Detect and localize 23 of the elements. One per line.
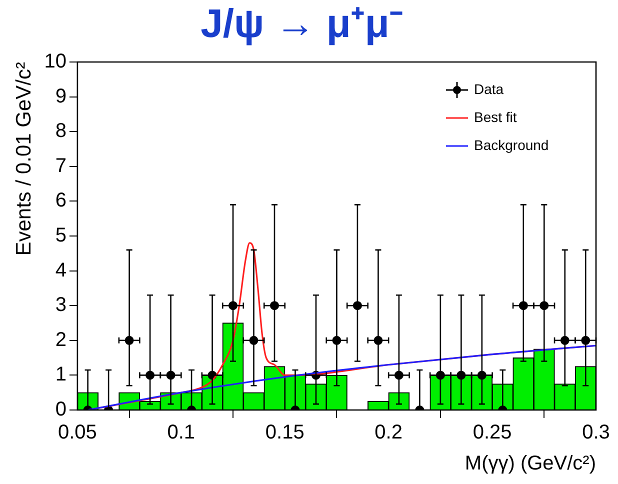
y-tick-label: 7: [55, 154, 66, 177]
x-tick-label: 0.05: [58, 422, 97, 444]
y-tick-label: 9: [55, 85, 66, 108]
y-tick-label: 10: [44, 50, 66, 73]
legend-label: Background: [474, 136, 549, 153]
x-tick-label: 0.15: [265, 422, 304, 444]
y-tick-label: 1: [55, 364, 66, 386]
y-tick-label: 5: [55, 224, 66, 247]
y-tick-label: 0: [55, 398, 66, 421]
y-axis-title: Events / 0.01 GeV/c²: [12, 62, 36, 256]
x-tick-label: 0.3: [582, 422, 610, 444]
y-tick-label: 4: [55, 259, 66, 282]
y-tick-label: 2: [55, 328, 66, 351]
x-tick-label: 0.1: [167, 422, 196, 444]
y-tick-label: 8: [55, 120, 66, 142]
x-axis-title: M(γγ) (GeV/c²): [464, 452, 596, 475]
chart-title: J/ψ → μ⁺μ⁻: [200, 2, 404, 46]
y-tick-label: 6: [55, 190, 66, 212]
legend-label: Best fit: [474, 108, 517, 125]
x-tick-label: 0.2: [374, 422, 402, 444]
legend-label: Data: [474, 80, 504, 97]
x-tick-label: 0.25: [472, 422, 512, 444]
y-tick-label: 3: [55, 294, 66, 316]
